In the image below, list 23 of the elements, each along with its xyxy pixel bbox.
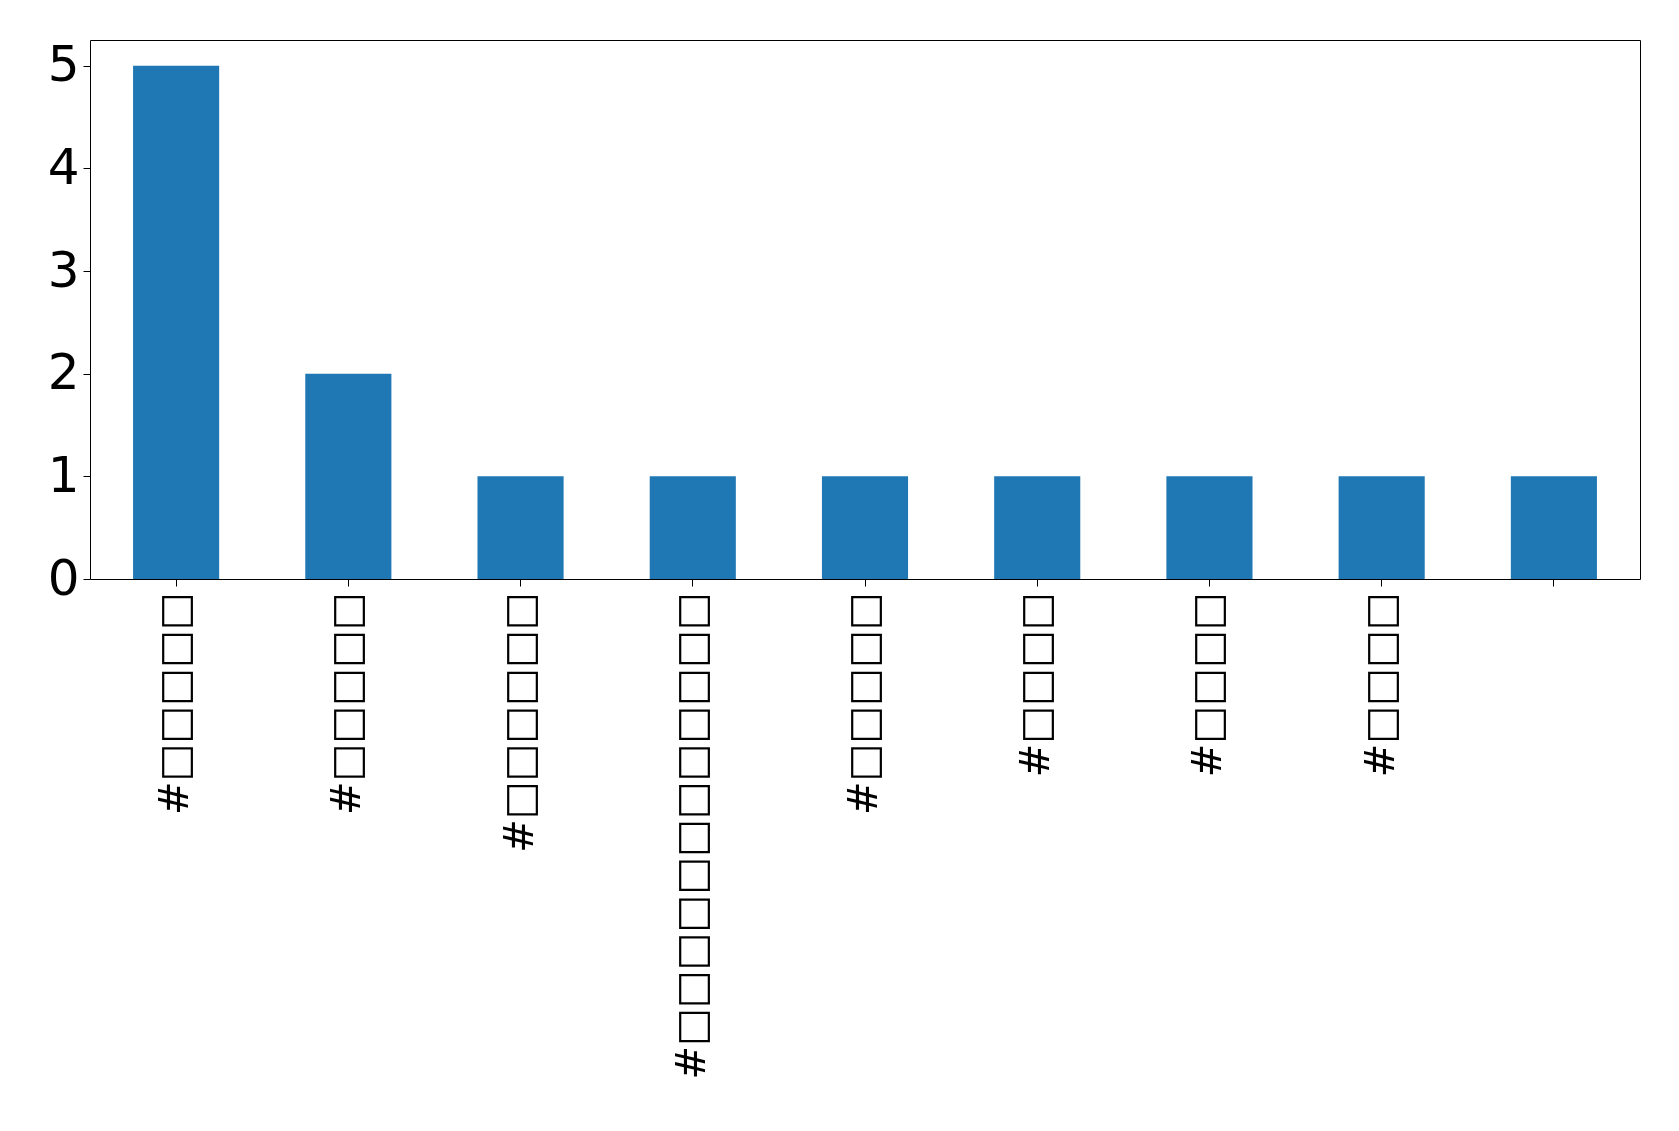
- bar: [994, 476, 1081, 579]
- bar: [133, 65, 220, 579]
- bar: [477, 476, 564, 579]
- x-tick-label: #□□□□: [1356, 592, 1403, 778]
- y-tick-label: 3: [47, 240, 80, 299]
- bar: [1166, 476, 1253, 579]
- y-tick-label: 2: [47, 343, 80, 402]
- x-tick-label: #□□□□□: [840, 592, 886, 815]
- y-tick-label: 0: [47, 548, 80, 607]
- x-tick-label: #□□□□: [1012, 592, 1059, 778]
- y-tick-label: 4: [47, 137, 80, 196]
- x-tick-label: #□□□□□: [323, 592, 370, 815]
- x-tick-label: #□□□□: [1184, 592, 1231, 778]
- bar: [1510, 476, 1597, 579]
- x-tick-label: #□□□□□: [151, 592, 198, 815]
- y-tick-label: 1: [47, 445, 80, 504]
- bar: [305, 373, 392, 579]
- x-tick-label: #□□□□□□: [495, 592, 542, 853]
- y-tick-label: 5: [47, 35, 80, 94]
- bar: [1338, 476, 1425, 579]
- bar: [649, 476, 736, 579]
- bar: [821, 476, 909, 579]
- x-tick-label: #□□□□□□□□□□□□: [667, 592, 714, 1080]
